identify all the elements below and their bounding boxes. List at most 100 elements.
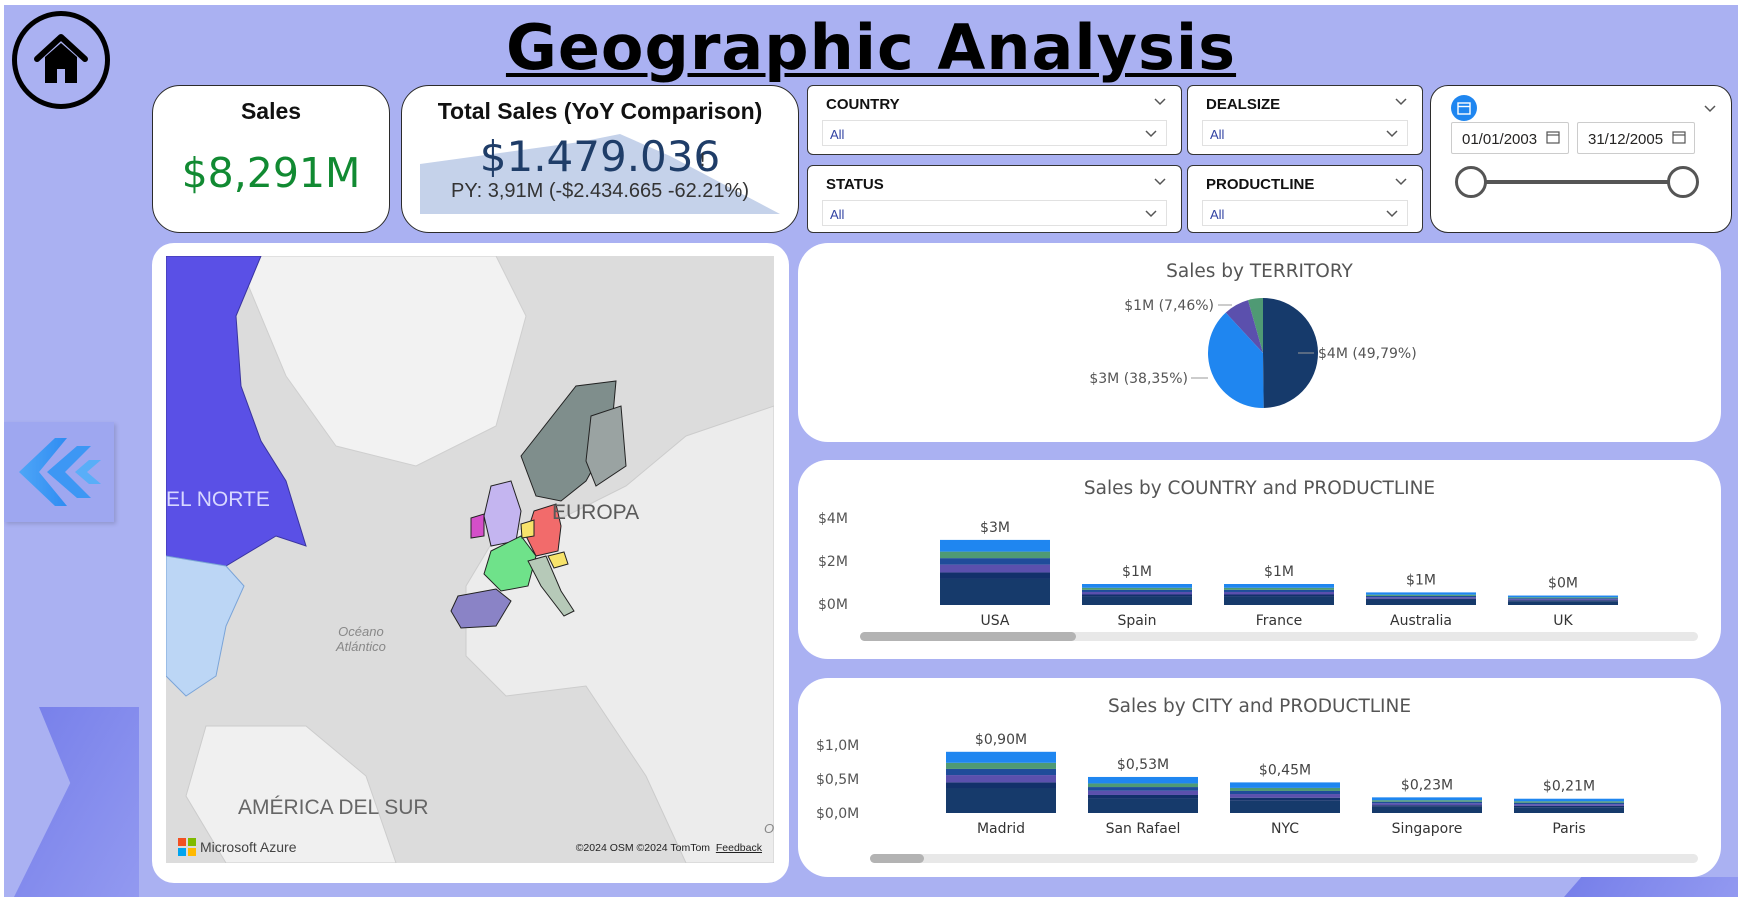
bar-segment[interactable] (940, 572, 1050, 579)
bar-segment[interactable] (1082, 587, 1192, 590)
map-brand: Microsoft Azure (178, 838, 296, 856)
bar-segment[interactable] (946, 782, 1056, 789)
bar-segment[interactable] (1082, 596, 1192, 605)
territory-pie-chart[interactable]: $4M (49,79%) $3M (38,35%) $1M (7,46%) (798, 243, 1721, 442)
bar-segment[interactable] (1088, 776, 1198, 784)
bar-segment[interactable] (1372, 800, 1482, 802)
date-range-end-handle[interactable] (1667, 166, 1699, 198)
bar-segment[interactable] (1230, 797, 1340, 801)
chevron-down-icon[interactable] (1394, 94, 1408, 108)
bar-segment[interactable] (1514, 805, 1624, 808)
bar-segment[interactable] (940, 539, 1050, 552)
bar-segment[interactable] (1230, 782, 1340, 788)
bar-segment[interactable] (940, 558, 1050, 565)
bar-segment[interactable] (1088, 794, 1198, 799)
bar-segment[interactable] (1224, 591, 1334, 595)
back-button[interactable] (4, 422, 114, 522)
bar-segment[interactable] (1230, 787, 1340, 791)
bar-segment[interactable] (1514, 804, 1624, 806)
pie-slice-0[interactable] (1263, 298, 1318, 408)
country-bar-chart[interactable]: $4M $2M $0M $3M USA $1M Spain $1M France $1M Au… (798, 490, 1721, 650)
bar-segment[interactable] (946, 775, 1056, 783)
calendar-icon[interactable] (1451, 95, 1477, 121)
bar-segment[interactable] (1224, 596, 1334, 605)
bar-segment[interactable] (1508, 595, 1618, 598)
chevron-down-icon[interactable] (1703, 101, 1717, 115)
scrollbar-thumb[interactable] (870, 854, 924, 863)
bar-segment[interactable] (1508, 598, 1618, 600)
bar-segment[interactable] (1082, 591, 1192, 595)
map-feedback-link[interactable]: Feedback (715, 842, 762, 854)
country-chart-scrollbar[interactable] (860, 632, 1698, 641)
bar-segment[interactable] (1230, 790, 1340, 795)
bar-segment[interactable] (1372, 806, 1482, 813)
land-greenland (235, 256, 527, 467)
bar-segment[interactable] (1372, 803, 1482, 806)
pie-slice-3[interactable] (1247, 298, 1263, 353)
y-tick-label: $0,5M (816, 772, 859, 788)
city-chart-scrollbar[interactable] (870, 854, 1698, 863)
pie-slice-1[interactable] (1208, 312, 1264, 408)
slicer-dealsize-dropdown[interactable]: All (1202, 120, 1408, 146)
slicer-status-dropdown[interactable]: All (822, 200, 1167, 226)
bar-segment[interactable] (946, 768, 1056, 776)
territory-chart-card: Sales by TERRITORY $4M (49,79%) $3M (38,… (798, 243, 1721, 442)
bar-segment[interactable] (1366, 594, 1476, 596)
bar-segment[interactable] (1224, 594, 1334, 597)
city-bar-chart[interactable]: $1,0M $0,5M $0,0M $0,90M Madrid $0,53M San … (798, 708, 1721, 868)
date-range-start-handle[interactable] (1455, 166, 1487, 198)
bar-segment[interactable] (1224, 584, 1334, 588)
bar-segment[interactable] (1514, 807, 1624, 813)
chevron-down-icon[interactable] (1394, 174, 1408, 188)
chevron-down-icon[interactable] (1153, 174, 1167, 188)
double-chevron-left-icon (19, 438, 101, 506)
bar-segment[interactable] (1230, 794, 1340, 798)
slicer-productline-dropdown[interactable]: All (1202, 200, 1408, 226)
bar-segment[interactable] (940, 578, 1050, 605)
bar-segment[interactable] (1508, 597, 1618, 599)
bar-segment[interactable] (1366, 597, 1476, 599)
bar-segment[interactable] (940, 551, 1050, 559)
bar-segment[interactable] (1224, 589, 1334, 592)
bar-segment[interactable] (1082, 589, 1192, 592)
scrollbar-thumb[interactable] (860, 632, 1076, 641)
bar-segment[interactable] (1366, 598, 1476, 600)
bar-segment[interactable] (1082, 584, 1192, 588)
kpi-yoy-warning-icon[interactable]: ! (699, 150, 707, 171)
bar-segment[interactable] (1224, 587, 1334, 590)
bar-segment[interactable] (1514, 801, 1624, 803)
bar-segment[interactable] (1088, 783, 1198, 788)
pie-slice-2[interactable] (1225, 300, 1263, 353)
bar-segment[interactable] (1514, 798, 1624, 802)
bar-segment[interactable] (1514, 802, 1624, 805)
bar-segment[interactable] (1372, 801, 1482, 804)
slicer-dealsize: DEALSIZE All (1187, 85, 1423, 155)
bar-segment[interactable] (1088, 790, 1198, 795)
date-range-track[interactable] (1471, 180, 1683, 184)
bar-segment[interactable] (1082, 594, 1192, 597)
bar-segment[interactable] (940, 564, 1050, 573)
bar-segment[interactable] (1230, 800, 1340, 813)
bar-segment[interactable] (1088, 798, 1198, 813)
bar-segment[interactable] (1508, 601, 1618, 605)
bar-segment[interactable] (1508, 599, 1618, 601)
bar-segment[interactable] (946, 751, 1056, 763)
slicer-status-label: STATUS (826, 176, 884, 193)
start-date-input[interactable]: 01/01/2003 (1451, 122, 1569, 154)
map-visual[interactable]: EL NORTE EUROPA Océano Atlántico AMÉRICA… (166, 256, 774, 863)
bar-segment[interactable] (1088, 787, 1198, 791)
end-date-input[interactable]: 31/12/2005 (1577, 122, 1695, 154)
slicer-country-dropdown[interactable]: All (822, 120, 1167, 146)
bar-segment[interactable] (1366, 595, 1476, 598)
bar-segment[interactable] (1508, 600, 1618, 602)
bar-segment[interactable] (1372, 805, 1482, 807)
bar-segment[interactable] (946, 762, 1056, 769)
bar-segment[interactable] (1366, 599, 1476, 605)
bar-segment[interactable] (1366, 592, 1476, 595)
bar-segment[interactable] (1372, 797, 1482, 801)
bar-segment[interactable] (946, 788, 1056, 813)
map-label-europe: EUROPA (552, 501, 640, 524)
chevron-down-icon[interactable] (1153, 94, 1167, 108)
map-canvas[interactable] (166, 256, 774, 863)
home-button[interactable] (12, 11, 110, 109)
